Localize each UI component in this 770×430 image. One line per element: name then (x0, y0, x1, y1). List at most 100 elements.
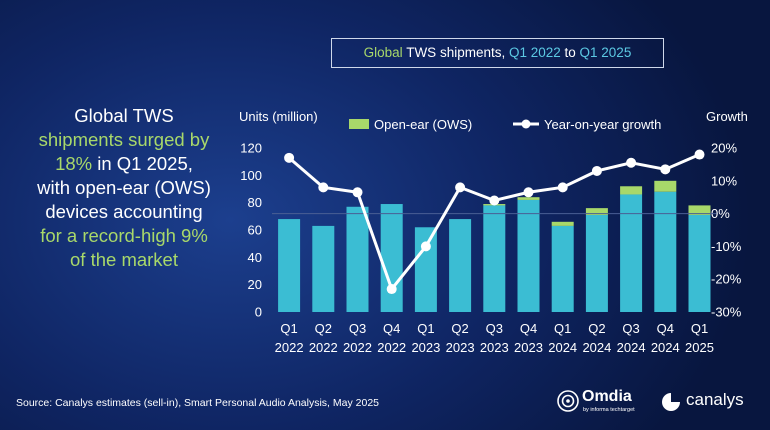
left-tick-label: 40 (248, 250, 262, 265)
growth-point (591, 165, 602, 176)
growth-point (386, 284, 397, 295)
x-tick-quarter: Q1 (280, 321, 297, 336)
headline-line-7: of the market (70, 249, 178, 270)
x-tick-quarter: Q4 (657, 321, 674, 336)
headline-line-1: Global TWS (74, 105, 174, 126)
x-tick-year: 2023 (411, 340, 440, 355)
growth-point (694, 149, 705, 160)
bar-tws (551, 225, 574, 312)
x-tick-year: 2024 (651, 340, 680, 355)
x-tick-year: 2023 (480, 340, 509, 355)
left-tick-label: 60 (248, 223, 262, 238)
bar-ows (620, 186, 643, 195)
x-tick-quarter: Q1 (554, 321, 571, 336)
growth-point (557, 182, 568, 193)
x-tick-year: 2024 (548, 340, 577, 355)
headline-line-2: shipments surged by (38, 129, 210, 150)
headline-line-5: devices accounting (45, 201, 203, 222)
x-tick-quarter: Q4 (520, 321, 537, 336)
right-tick-label: -30% (711, 305, 742, 320)
chart-title-part-3: Q1 2022 (508, 45, 561, 60)
left-tick-label: 20 (248, 277, 262, 292)
bar-tws (688, 214, 711, 312)
growth-point (284, 152, 295, 163)
bar-tws (449, 219, 472, 312)
canalys-logo-icon (662, 393, 680, 411)
headline-line-3: 18% in Q1 2025, (10, 152, 238, 176)
x-tick-quarter: Q3 (622, 321, 639, 336)
left-axis-ticks: 0 20 40 60 80 100 120 (240, 141, 262, 320)
growth-point (523, 187, 534, 198)
x-tick-year: 2024 (617, 340, 646, 355)
growth-point (352, 187, 363, 198)
left-tick-label: 120 (240, 141, 262, 156)
bar-tws (380, 204, 403, 312)
bar-tws (483, 205, 506, 312)
right-tick-label: -10% (711, 239, 742, 254)
bar-tws (585, 214, 608, 312)
bar-tws (278, 219, 301, 312)
growth-point (660, 164, 671, 175)
canalys-logo-text: canalys (686, 390, 744, 409)
left-tick-label: 100 (240, 168, 262, 183)
left-axis-label: Units (million) (239, 109, 318, 124)
right-axis-ticks: 20% 10% 0% -10% -20% -30% (711, 141, 742, 320)
bar-tws (346, 206, 369, 312)
chart-title: Global TWS shipments, Q1 2022 to Q1 2025 (331, 38, 664, 68)
bar-tws (620, 194, 643, 312)
omdia-logo-text: Omdia (582, 388, 632, 405)
omdia-logo-icon (557, 390, 579, 412)
x-tick-quarter: Q1 (417, 321, 434, 336)
x-tick-quarter: Q4 (383, 321, 400, 336)
omdia-logo-subtext: by informa techtarget (583, 407, 635, 413)
x-tick-quarter: Q2 (588, 321, 605, 336)
bar-ows (688, 205, 711, 215)
growth-point (626, 157, 637, 168)
growth-line-series (284, 149, 705, 295)
right-tick-label: 10% (711, 173, 737, 188)
bars (278, 180, 711, 312)
x-tick-year: 2023 (446, 340, 475, 355)
bar-ows (551, 221, 574, 226)
right-tick-label: 0% (711, 206, 730, 221)
headline-line-6: for a record-high 9% (40, 225, 208, 246)
x-tick-quarter: Q3 (486, 321, 503, 336)
legend-growth-marker (521, 119, 531, 129)
bar-ows (654, 180, 677, 192)
x-tick-year: 2024 (582, 340, 611, 355)
growth-point (489, 195, 500, 206)
right-axis-label: Growth (706, 109, 748, 124)
growth-point (420, 241, 431, 252)
right-tick-label: -20% (711, 272, 742, 287)
x-tick-quarter: Q1 (691, 321, 708, 336)
headline-line-3-rest: in Q1 2025, (92, 153, 193, 174)
x-tick-year: 2022 (275, 340, 304, 355)
source-note: Source: Canalys estimates (sell-in), Sma… (16, 397, 379, 409)
legend-growth-label: Year-on-year growth (544, 117, 661, 132)
logos: Omdia by informa techtarget canalys (556, 386, 761, 420)
x-axis-labels: Q1 2022 Q2 2022 Q3 2022 Q4 2022 Q1 2023 Q2 2023 Q3 20… (275, 321, 714, 355)
x-tick-quarter: Q2 (315, 321, 332, 336)
chart-title-part-2: TWS shipments, (402, 45, 509, 60)
legend-ows-swatch (349, 119, 369, 129)
headline-text: Global TWS shipments surged by 18% in Q1… (10, 104, 238, 272)
x-tick-quarter: Q2 (451, 321, 468, 336)
x-tick-year: 2023 (514, 340, 543, 355)
x-tick-year: 2022 (377, 340, 406, 355)
left-tick-label: 80 (248, 195, 262, 210)
headline-line-4: with open-ear (OWS) (37, 177, 211, 198)
chart-title-part-1: Global (363, 45, 403, 60)
legend-ows-label: Open-ear (OWS) (374, 117, 472, 132)
x-tick-quarter: Q3 (349, 321, 366, 336)
chart-title-part-4: to (560, 45, 580, 60)
right-tick-label: 20% (711, 141, 737, 156)
headline-growth-figure: 18% (55, 153, 93, 174)
bar-tws (414, 227, 437, 312)
bar-ows (585, 208, 608, 215)
left-tick-label: 0 (255, 305, 262, 320)
growth-point (455, 182, 466, 193)
growth-point (318, 182, 329, 193)
bar-ows (517, 197, 540, 200)
